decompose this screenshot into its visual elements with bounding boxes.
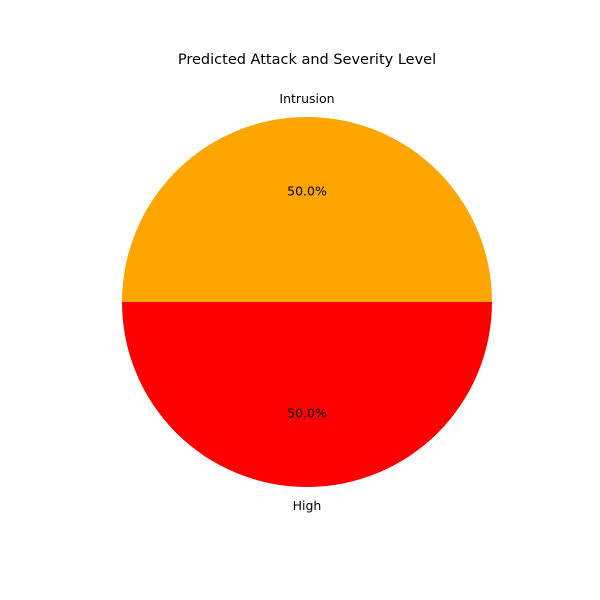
pie-slice-intrusion <box>122 117 492 302</box>
slice-label-intrusion: Intrusion <box>279 91 334 106</box>
pie-labels: Intrusion 50.0% High 50.0% <box>279 91 334 513</box>
chart-title: Predicted Attack and Severity Level <box>178 52 436 68</box>
slice-percent-intrusion: 50.0% <box>287 184 327 199</box>
pie-slices <box>122 117 492 487</box>
slice-percent-high: 50.0% <box>287 406 327 421</box>
pie-slice-high <box>122 302 492 487</box>
slice-label-high: High <box>293 498 322 513</box>
